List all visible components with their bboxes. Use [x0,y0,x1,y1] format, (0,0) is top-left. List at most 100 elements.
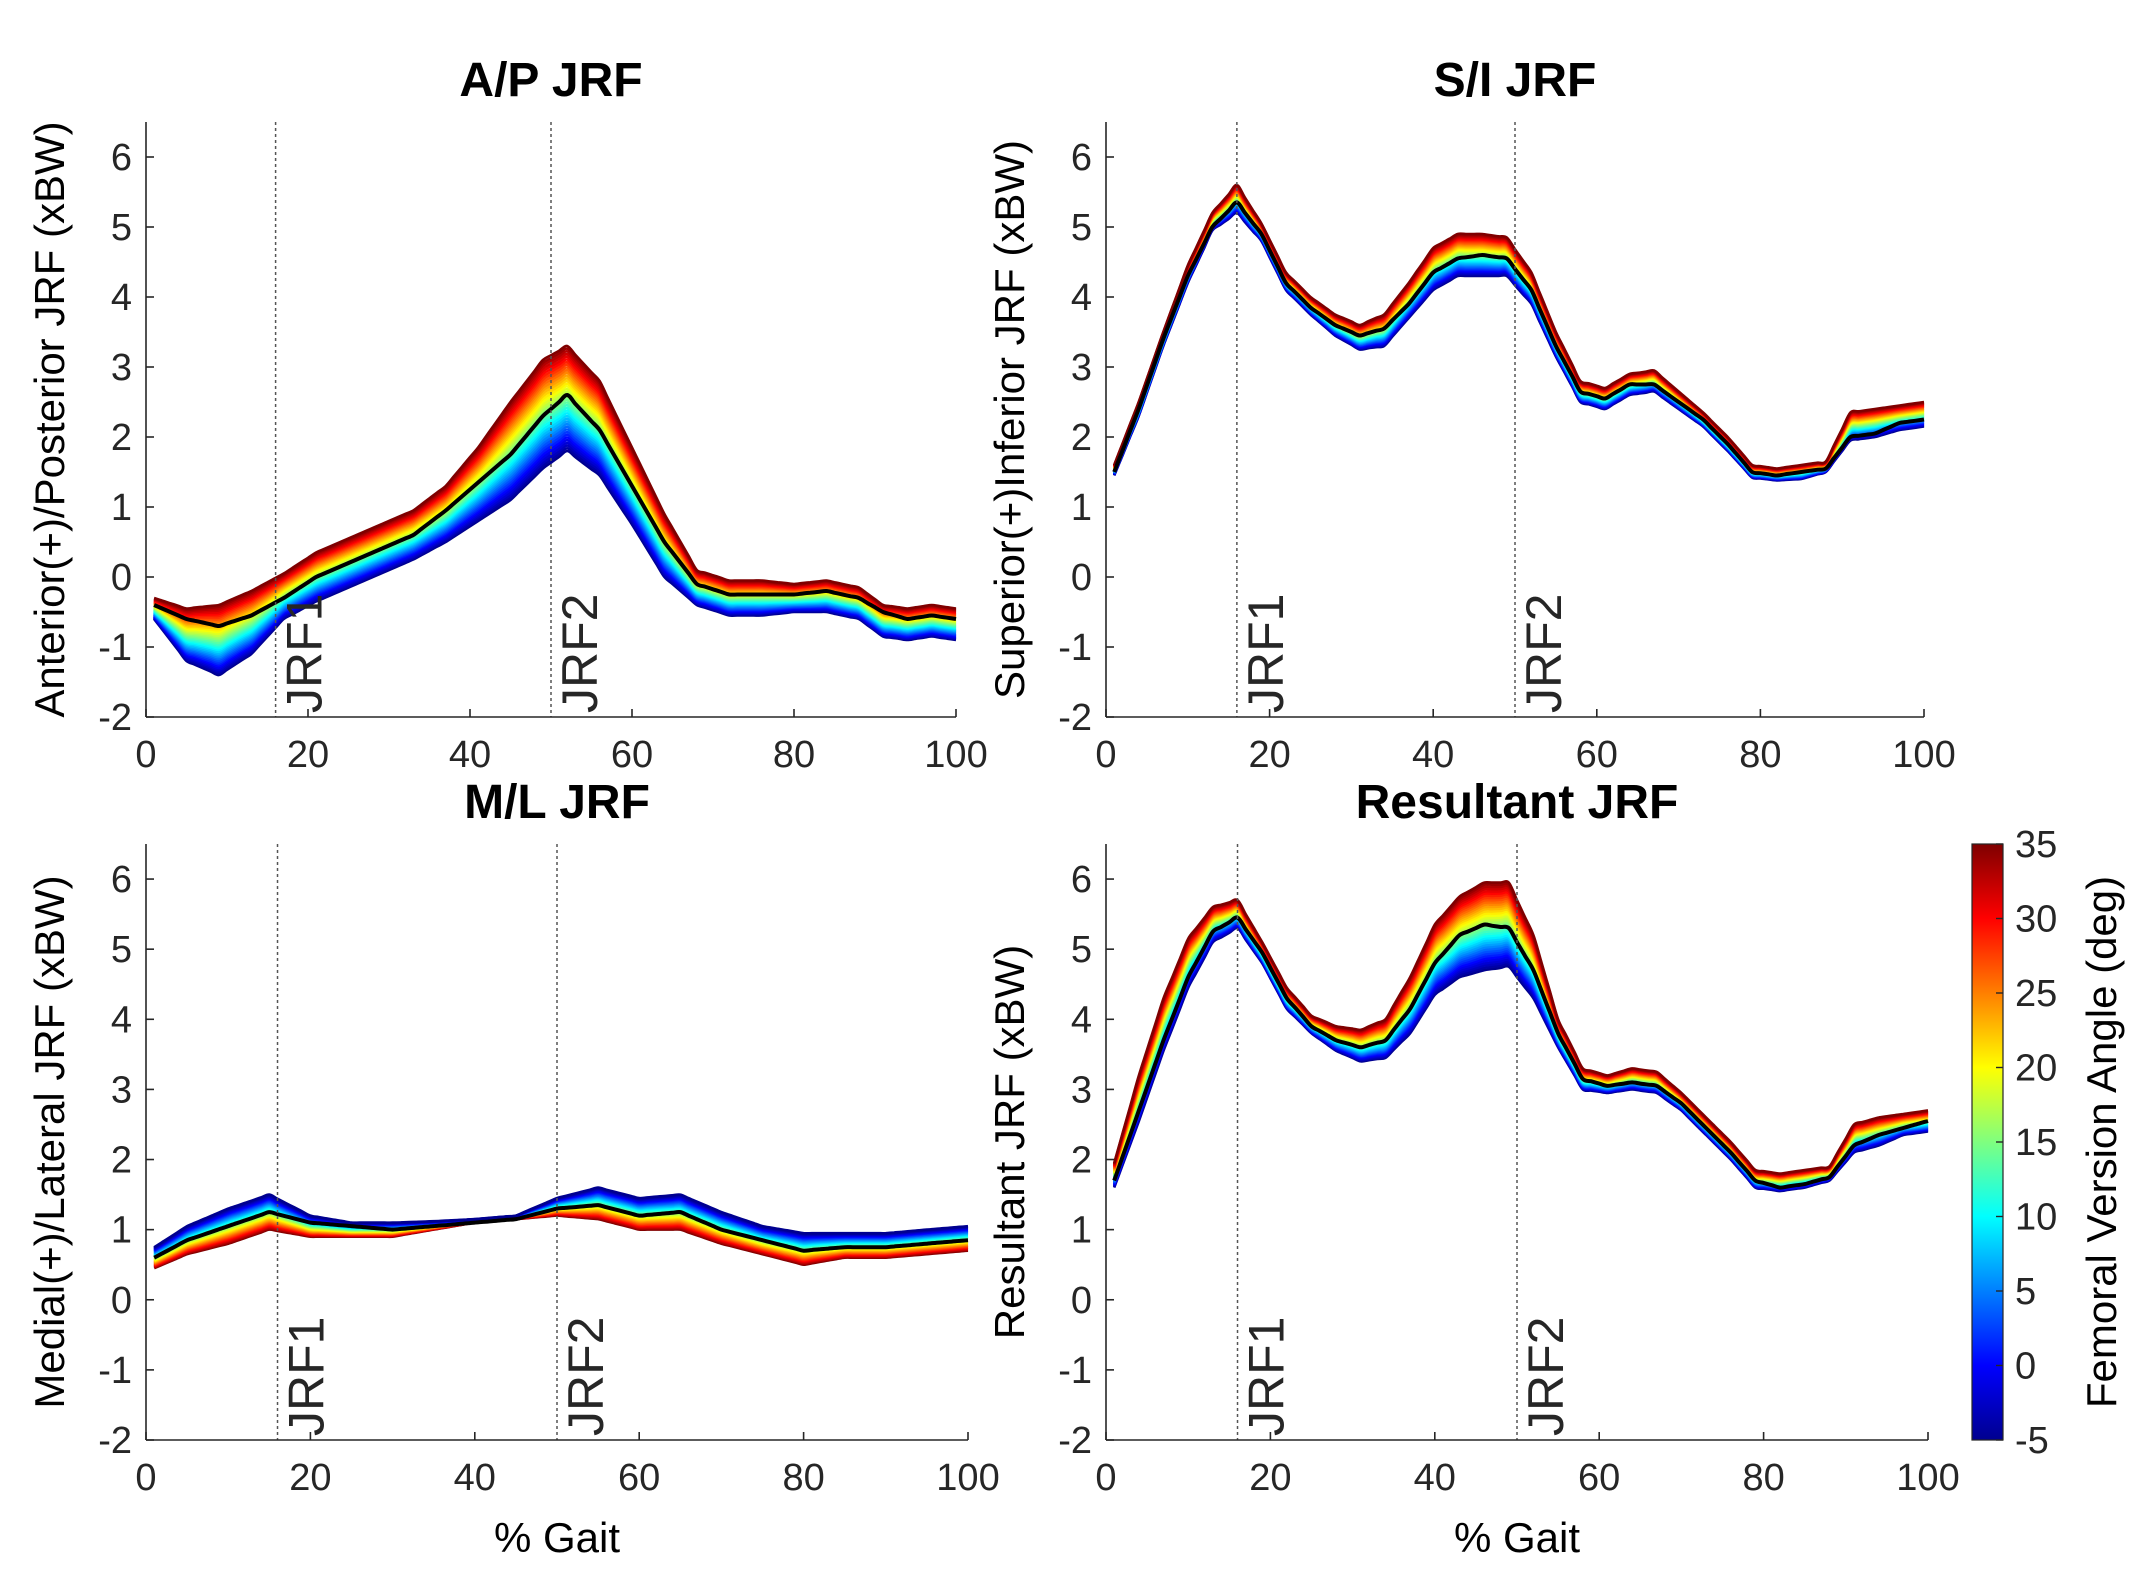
series-line [1112,208,1925,481]
series-line [1112,199,1925,477]
series-line [1112,195,1925,476]
series-line [1112,192,1925,474]
y-tick-label: -2 [1058,1420,1092,1462]
colorbar-tick-label: 5 [2015,1271,2036,1313]
event-label: JRF1 [1238,594,1294,713]
panel-title: S/I JRF [1434,54,1597,107]
series-line [1112,188,1925,472]
curve-family [1112,183,1925,482]
x-tick-label: 60 [1576,734,1618,776]
y-tick-label: 6 [1071,137,1092,179]
series-line [1112,190,1925,473]
y-tick-label: 1 [111,487,132,529]
x-tick-label: 0 [1095,1457,1116,1499]
y-tick-label: -1 [1058,627,1092,669]
series-line [1112,205,1925,480]
y-tick-label: 1 [1071,1210,1092,1252]
y-tick-label: 2 [111,417,132,459]
y-tick-label: 5 [111,929,132,971]
series-line [1112,196,1925,476]
y-tick-label: 6 [111,137,132,179]
event-label: JRF1 [277,594,333,713]
series-line [1112,209,1925,481]
colorbar-tick-label: 20 [2015,1048,2057,1090]
colorbar-tick-label: 35 [2015,824,2057,866]
y-tick-label: 5 [1071,929,1092,971]
mean-line [1112,915,1929,1190]
colorbar-tick-label: 25 [2015,973,2057,1015]
event-label: JRF1 [1239,1317,1295,1436]
colorbar-label: Femoral Version Angle (deg) [2078,876,2125,1408]
colorbar: -5 0 5 10 15 20 25 30 35 Femoral Version Angle (d… [1971,824,2125,1462]
y-tick-label: 2 [1071,417,1092,459]
event-label: JRF1 [279,1317,335,1436]
curve-family [1112,879,1929,1193]
colorbar-tick-label: -5 [2015,1420,2049,1462]
series-line [1112,210,1925,482]
event-label: JRF2 [1516,594,1572,713]
event-label: JRF2 [1518,1317,1574,1436]
x-tick-label: 40 [454,1457,496,1499]
y-tick-label: 4 [111,277,132,319]
series-line [1112,201,1925,478]
series-line [1112,191,1925,474]
y-tick-label: 1 [1071,487,1092,529]
series-line [1112,208,1925,481]
x-tick-label: 60 [1578,1457,1620,1499]
event-label: JRF2 [558,1317,614,1436]
colorbar-tick-label: 10 [2015,1197,2057,1239]
y-tick-label: -2 [98,1420,132,1462]
x-tick-label: 80 [1742,1457,1784,1499]
y-tick-label: 0 [1071,557,1092,599]
y-tick-label: 6 [1071,859,1092,901]
x-tick-label: 40 [449,734,491,776]
series-line [1112,202,1925,478]
x-tick-label: 60 [618,1457,660,1499]
series-line [1112,183,1925,470]
series-line [1112,203,1925,479]
series-line [1112,205,1925,480]
y-tick-label: 3 [111,1069,132,1111]
x-tick-label: 20 [1249,1457,1291,1499]
y-tick-label: 2 [1071,1140,1092,1182]
series-line [1112,193,1925,474]
series-line [1112,187,1925,472]
y-axis-label: Resultant JRF (xBW) [986,945,1033,1339]
x-tick-label: 20 [289,1457,331,1499]
series-line [1112,204,1925,479]
series-line [1112,207,1925,480]
series-line [1112,184,1925,471]
x-tick-label: 100 [936,1457,999,1499]
series-line [153,1186,969,1249]
series-line [1112,200,1925,478]
y-tick-label: 4 [1071,277,1092,319]
y-tick-label: -1 [1058,1350,1092,1392]
series-line [1112,188,1925,472]
y-tick-label: -1 [98,627,132,669]
series-line [1112,879,1929,1175]
x-axis-label: % Gait [494,1514,620,1561]
y-axis-label: Superior(+)Inferior JRF (xBW) [986,140,1033,699]
y-tick-label: 3 [1071,1069,1092,1111]
curve-family [153,344,957,677]
colorbar-tick-label: 30 [2015,899,2057,941]
mean-line [153,1203,969,1260]
series-line [1112,203,1925,479]
x-tick-label: 100 [1896,1457,1959,1499]
y-tick-label: -1 [98,1350,132,1392]
series-line [1112,198,1925,476]
x-tick-label: 80 [1739,734,1781,776]
y-axis-label: Anterior(+)/Posterior JRF (xBW) [26,121,73,717]
x-tick-label: 20 [1248,734,1290,776]
y-tick-label: 0 [111,1280,132,1322]
y-tick-label: 3 [111,347,132,389]
panel-title: A/P JRF [459,54,642,107]
panel-title: M/L JRF [464,776,650,829]
x-axis-label: % Gait [1454,1514,1580,1561]
y-tick-label: 3 [1071,347,1092,389]
x-tick-label: 100 [1892,734,1955,776]
colorbar-tick-label: 0 [2015,1346,2036,1388]
